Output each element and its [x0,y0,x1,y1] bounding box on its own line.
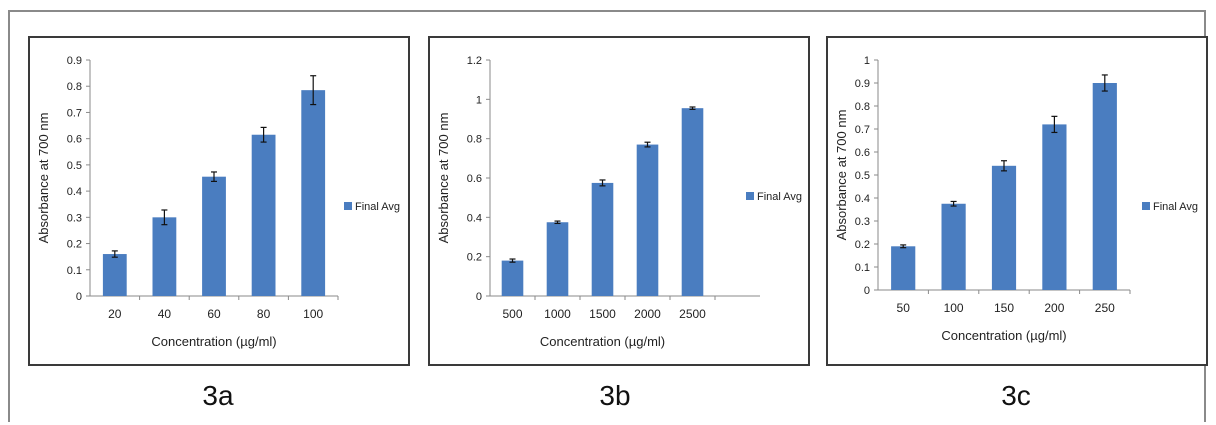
bar [1042,124,1067,291]
x-tick-label: 1500 [589,307,616,321]
y-tick-label: 0.4 [67,186,82,198]
x-axis-title: Concentration (µg/ml) [540,334,665,349]
bar [301,90,326,297]
legend-label: Final Avg [355,201,400,213]
y-tick-label: 0.6 [467,173,482,185]
y-axis-title: Absorbance at 700 nm [36,113,51,244]
x-axis-title: Concentration (µg/ml) [941,328,1066,343]
legend-swatch [1142,202,1150,210]
y-tick-label: 1 [864,55,870,67]
bar [546,222,569,296]
chart-panel-3c: 0 0.1 0.2 0.3 0.4 0.5 0.6 0.7 0.8 0.9 1 50 100 150 200… [826,36,1208,366]
chart-panel-3b: 0 0.2 0.4 0.6 0.8 1 1.2 500 1000 1500 2000 2500 Conc… [428,36,810,366]
bar [102,254,127,296]
y-tick-label: 0.1 [855,262,870,274]
y-tick-label: 0.2 [855,239,870,251]
y-tick-label: 1 [476,94,482,106]
chart-3a-svg: 0 0.1 0.2 0.3 0.4 0.5 0.6 0.7 0.8 0.9 20 40 60 80 100 C… [36,55,400,349]
bar [591,182,614,296]
y-tick-label: 0 [476,291,482,303]
y-tick-label: 0.8 [855,101,870,113]
y-tick-label: 1.2 [467,55,482,67]
chart-panel-3a: 0 0.1 0.2 0.3 0.4 0.5 0.6 0.7 0.8 0.9 20 40 60 80 100 C… [28,36,410,366]
x-tick-label: 80 [257,307,271,321]
bar [891,246,916,290]
x-axis-title: Concentration (µg/ml) [151,334,276,349]
y-tick-label: 0.8 [467,134,482,146]
bar [941,203,966,290]
y-tick-label: 0.1 [67,265,82,277]
x-tick-label: 60 [207,307,221,321]
y-tick-label: 0.3 [67,212,82,224]
bar [681,108,704,296]
y-tick-label: 0.5 [855,170,870,182]
bar [991,165,1017,290]
y-tick-label: 0 [864,285,870,297]
x-tick-label: 500 [502,307,522,321]
bar [251,134,276,296]
x-tick-label: 1000 [544,307,571,321]
bar [636,144,659,296]
x-tick-label: 100 [303,307,323,321]
y-axis-title: Absorbance at 700 nm [436,113,451,244]
legend-label: Final Avg [1153,201,1198,213]
legend-label: Final Avg [757,191,802,203]
y-tick-label: 0.4 [467,212,482,224]
caption-3b: 3b [599,380,631,411]
x-tick-label: 100 [944,301,964,315]
legend-swatch [746,192,754,200]
x-tick-label: 250 [1095,301,1115,315]
y-tick-label: 0.2 [467,252,482,264]
x-tick-label: 150 [994,301,1014,315]
legend-swatch [344,202,352,210]
chart-3b-svg: 0 0.2 0.4 0.6 0.8 1 1.2 500 1000 1500 2000 2500 Conc… [436,55,802,349]
y-tick-label: 0 [76,291,82,303]
y-tick-label: 0.9 [67,55,82,67]
bar [1092,83,1117,290]
x-tick-label: 2000 [634,307,661,321]
y-tick-label: 0.8 [67,81,82,93]
x-tick-label: 40 [158,307,172,321]
y-tick-label: 0.5 [67,160,82,172]
bar [501,260,524,296]
bar [202,176,226,296]
y-tick-label: 0.3 [855,216,870,228]
y-axis-title: Absorbance at 700 nm [834,110,849,241]
y-tick-label: 0.6 [855,147,870,159]
y-tick-label: 0.7 [855,124,870,136]
x-tick-label: 2500 [679,307,706,321]
x-tick-label: 50 [897,301,911,315]
caption-3c: 3c [1001,380,1031,411]
x-tick-label: 20 [108,307,122,321]
bar [152,217,177,296]
y-tick-label: 0.4 [855,193,870,205]
y-tick-label: 0.6 [67,134,82,146]
caption-3a: 3a [202,380,234,411]
y-tick-label: 0.2 [67,239,82,251]
y-tick-label: 0.7 [67,107,82,119]
y-tick-label: 0.9 [855,78,870,90]
x-tick-label: 200 [1044,301,1064,315]
